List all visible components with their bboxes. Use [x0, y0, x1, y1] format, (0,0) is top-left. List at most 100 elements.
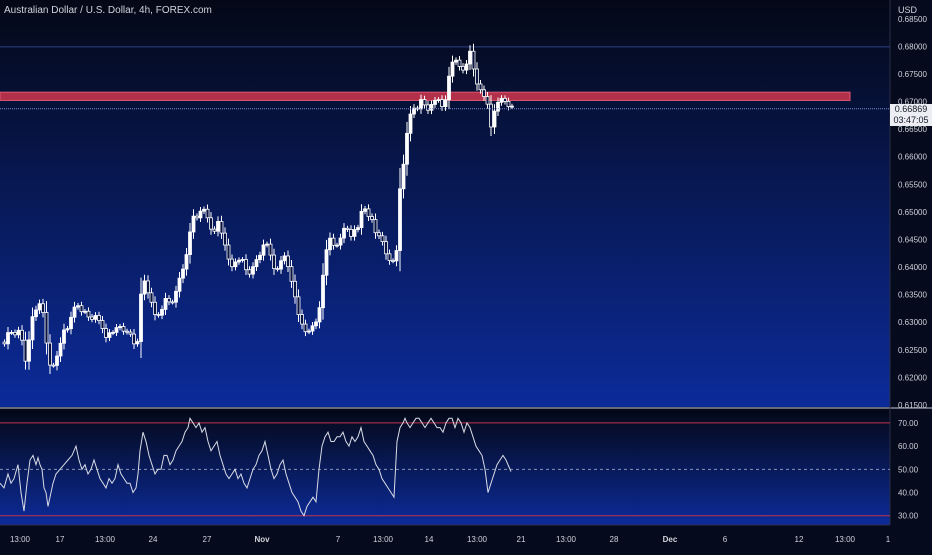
candle-body — [247, 269, 252, 275]
price-tick-label: 0.67000 — [898, 98, 927, 107]
candle-body — [51, 364, 56, 367]
price-tick-label: 0.61500 — [898, 401, 927, 410]
candle-body — [13, 332, 17, 336]
candle-body — [286, 255, 290, 268]
candle-body — [398, 188, 402, 251]
candle-body — [118, 326, 122, 328]
candle-body — [76, 305, 80, 308]
candle-body — [125, 330, 129, 333]
time-tick-label: 17 — [56, 535, 65, 544]
candle-body — [440, 99, 444, 108]
candle-body — [338, 237, 343, 246]
candle-body — [188, 231, 192, 255]
candle-body — [482, 89, 486, 97]
candle-body — [443, 99, 448, 108]
price-tick-label: 0.68500 — [898, 15, 927, 24]
candle-body — [506, 101, 511, 108]
candle-body — [401, 163, 406, 190]
candle-body — [426, 104, 430, 111]
candle-body — [226, 244, 231, 260]
candle-body — [34, 309, 38, 318]
candle-body — [209, 217, 213, 230]
candle-body — [202, 208, 206, 212]
time-tick-label: 27 — [203, 535, 212, 544]
price-tick-label: 0.66000 — [898, 153, 927, 162]
bar-countdown: 03:47:05 — [890, 114, 932, 126]
candle-body — [223, 232, 227, 246]
price-tick-label: 0.68000 — [898, 42, 927, 51]
candle-body — [79, 305, 84, 313]
candle-body — [233, 261, 238, 268]
price-pane[interactable] — [0, 0, 890, 407]
price-tick-label: 0.63500 — [898, 291, 927, 300]
candle-body — [55, 355, 59, 366]
rsi-tick-label: 60.00 — [898, 442, 919, 451]
time-tick-label: 13:00 — [95, 535, 116, 544]
candle-body — [499, 98, 504, 103]
rsi-pane[interactable] — [0, 409, 890, 525]
price-tick-label: 0.65000 — [898, 208, 927, 217]
candle-body — [132, 333, 136, 345]
candle-body — [342, 227, 346, 239]
candle-body — [181, 268, 185, 279]
rsi-levels — [0, 422, 890, 517]
price-tick-label: 0.62500 — [898, 346, 927, 355]
time-tick-label: 28 — [610, 535, 619, 544]
time-tick-label: 14 — [425, 535, 434, 544]
candle-body — [174, 290, 178, 303]
candle-body — [128, 331, 133, 335]
currency-label: USD — [898, 5, 918, 15]
candle-body — [219, 221, 224, 234]
candle-body — [27, 339, 31, 362]
candle-body — [86, 310, 91, 318]
price-tick-label: 0.62000 — [898, 373, 927, 382]
candle-body — [279, 260, 283, 270]
rsi-tick-label: 70.00 — [898, 419, 919, 428]
candle-body — [457, 59, 462, 67]
candle-body — [475, 68, 479, 85]
price-tick-label: 0.65500 — [898, 180, 927, 189]
candle-body — [72, 306, 77, 318]
candle-body — [2, 341, 7, 345]
candle-body — [464, 63, 469, 71]
candle-body — [167, 297, 171, 303]
candle-body — [345, 227, 350, 230]
rsi-line — [0, 417, 512, 517]
candle-body — [205, 208, 210, 219]
candle-body — [317, 307, 322, 323]
time-tick-label: Nov — [254, 535, 270, 544]
candle-body — [20, 329, 24, 341]
candle-body — [503, 98, 507, 102]
candle-body — [324, 249, 329, 276]
candle-body — [275, 268, 280, 270]
price-tick-label: 0.63000 — [898, 318, 927, 327]
candle-body — [433, 99, 437, 105]
candle-body — [135, 341, 140, 345]
candle-body — [422, 99, 427, 106]
time-axis-panel[interactable] — [0, 525, 932, 550]
price-tick-label: 0.64000 — [898, 263, 927, 272]
candle-body — [384, 241, 388, 255]
candle-body — [359, 210, 364, 229]
candle-body — [349, 229, 353, 237]
candle-body — [237, 259, 241, 263]
rsi-axis-ticks: 70.00 60.00 50.00 40.00 30.00 — [898, 419, 919, 521]
time-tick-label: 13:00 — [835, 535, 856, 544]
time-tick-label: 12 — [795, 535, 804, 544]
price-axis-panel[interactable] — [890, 0, 932, 525]
candle-body — [156, 314, 161, 316]
candle-body — [83, 310, 87, 313]
candle-body — [496, 101, 500, 112]
candle-body — [23, 339, 28, 362]
candle-body — [191, 215, 196, 233]
candle-body — [405, 132, 409, 165]
candle-body — [146, 280, 150, 294]
candle-body — [149, 292, 154, 303]
candle-body — [58, 342, 63, 357]
candle-body — [30, 316, 35, 341]
chart-title: Australian Dollar / U.S. Dollar, 4h, FOR… — [4, 5, 212, 16]
candle-body — [114, 327, 119, 333]
candle-body — [170, 301, 175, 304]
